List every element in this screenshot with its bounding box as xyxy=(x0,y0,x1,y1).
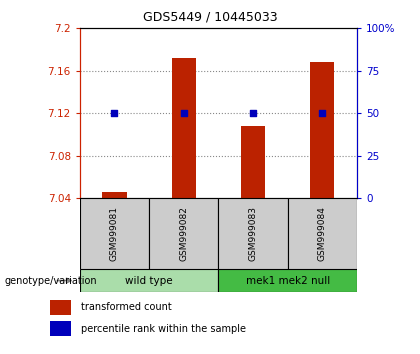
Text: GSM999084: GSM999084 xyxy=(318,206,327,261)
Bar xyxy=(218,269,357,292)
Text: mek1 mek2 null: mek1 mek2 null xyxy=(246,275,330,286)
Text: GDS5449 / 10445033: GDS5449 / 10445033 xyxy=(143,11,277,24)
Text: GSM999083: GSM999083 xyxy=(249,206,257,261)
Bar xyxy=(80,269,218,292)
Point xyxy=(249,110,256,116)
Text: wild type: wild type xyxy=(125,275,173,286)
Text: GSM999082: GSM999082 xyxy=(179,206,188,261)
Bar xyxy=(149,198,218,269)
Bar xyxy=(80,198,149,269)
Text: GSM999081: GSM999081 xyxy=(110,206,119,261)
Bar xyxy=(50,321,71,336)
Bar xyxy=(172,58,196,198)
Bar xyxy=(218,198,288,269)
Text: genotype/variation: genotype/variation xyxy=(4,275,97,286)
Text: transformed count: transformed count xyxy=(81,302,172,313)
Point xyxy=(111,110,118,116)
Bar xyxy=(102,192,126,198)
Point xyxy=(180,110,187,116)
Bar xyxy=(50,300,71,315)
Bar xyxy=(241,126,265,198)
Point xyxy=(319,110,326,116)
Bar xyxy=(310,62,334,198)
Text: percentile rank within the sample: percentile rank within the sample xyxy=(81,324,247,334)
Bar xyxy=(288,198,357,269)
